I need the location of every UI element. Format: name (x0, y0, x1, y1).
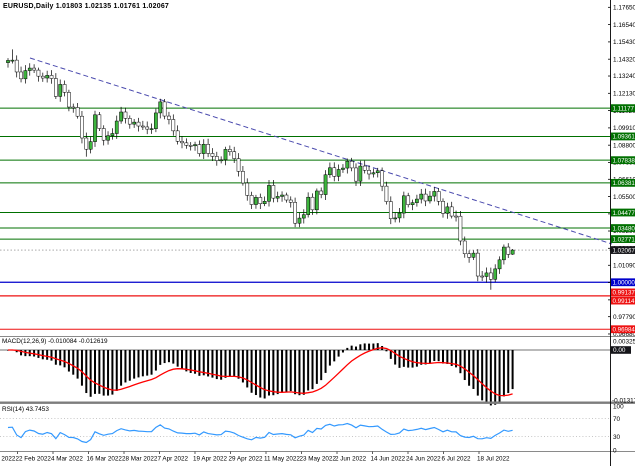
descending-trendline (29, 57, 613, 245)
svg-text:2 Jun 2022: 2 Jun 2022 (335, 456, 367, 463)
svg-text:1.08800: 1.08800 (613, 142, 635, 149)
svg-text:30: 30 (613, 434, 621, 441)
svg-text:1.15430: 1.15430 (613, 39, 635, 46)
svg-text:19 Apr 2022: 19 Apr 2022 (193, 456, 227, 463)
candles-layer (6, 49, 515, 290)
svg-text:0.96680: 0.96680 (613, 331, 635, 338)
svg-text:0: 0 (613, 447, 617, 454)
svg-text:1.11177: 1.11177 (613, 105, 635, 112)
svg-text:11 May 2022: 11 May 2022 (264, 456, 300, 463)
svg-text:29 Apr 2022: 29 Apr 2022 (229, 456, 263, 463)
svg-text:1.05500: 1.05500 (613, 194, 635, 201)
svg-text:6 Jul 2022: 6 Jul 2022 (442, 456, 472, 463)
svg-text:0.97790: 0.97790 (613, 314, 635, 321)
svg-text:1.12130: 1.12130 (613, 91, 635, 98)
svg-text:0.99137: 0.99137 (613, 290, 635, 297)
macd-layer (0, 343, 611, 406)
svg-text:23 May 2022: 23 May 2022 (300, 456, 337, 463)
svg-text:70: 70 (613, 416, 621, 423)
svg-text:28 Mar 2022: 28 Mar 2022 (122, 456, 158, 463)
svg-text:1.14320: 1.14320 (613, 56, 635, 63)
svg-text:1.02771: 1.02771 (613, 236, 635, 243)
svg-text:18 Jul 2022: 18 Jul 2022 (477, 456, 510, 463)
svg-text:7 Apr 2022: 7 Apr 2022 (158, 456, 189, 463)
svg-text:1.03480: 1.03480 (613, 225, 635, 232)
svg-text:100: 100 (613, 404, 624, 411)
svg-text:0.003256: 0.003256 (613, 339, 635, 346)
svg-text:1.00000: 1.00000 (613, 280, 635, 287)
rsi-layer (0, 418, 611, 444)
svg-text:1.17650: 1.17650 (613, 5, 635, 12)
svg-text:1.06381: 1.06381 (613, 180, 635, 187)
svg-text:16 Mar 2022: 16 Mar 2022 (87, 456, 123, 463)
svg-text:1.01090: 1.01090 (613, 262, 635, 269)
svg-text:1.09910: 1.09910 (613, 125, 635, 132)
svg-text:1.09361: 1.09361 (613, 134, 635, 141)
svg-text:22 Feb 2022: 22 Feb 2022 (16, 456, 52, 463)
svg-text:14 Jun 2022: 14 Jun 2022 (371, 456, 406, 463)
svg-text:0.96984: 0.96984 (613, 327, 635, 334)
svg-text:1.07838: 1.07838 (613, 157, 635, 164)
level-lines-layer (0, 57, 613, 330)
svg-text:0.99114: 0.99114 (613, 298, 635, 305)
svg-text:1.16540: 1.16540 (613, 22, 635, 29)
svg-text:24 Jun 2022: 24 Jun 2022 (406, 456, 441, 463)
svg-text:-0.01317: -0.01317 (612, 398, 635, 405)
svg-text:1.13240: 1.13240 (613, 73, 635, 80)
svg-text:1.04477: 1.04477 (613, 210, 635, 217)
svg-text:4 Mar 2022: 4 Mar 2022 (51, 456, 83, 463)
svg-text:1.02067: 1.02067 (613, 247, 635, 254)
svg-text:10 Feb 2022: 10 Feb 2022 (0, 456, 16, 463)
svg-text:0.00: 0.00 (613, 347, 626, 354)
